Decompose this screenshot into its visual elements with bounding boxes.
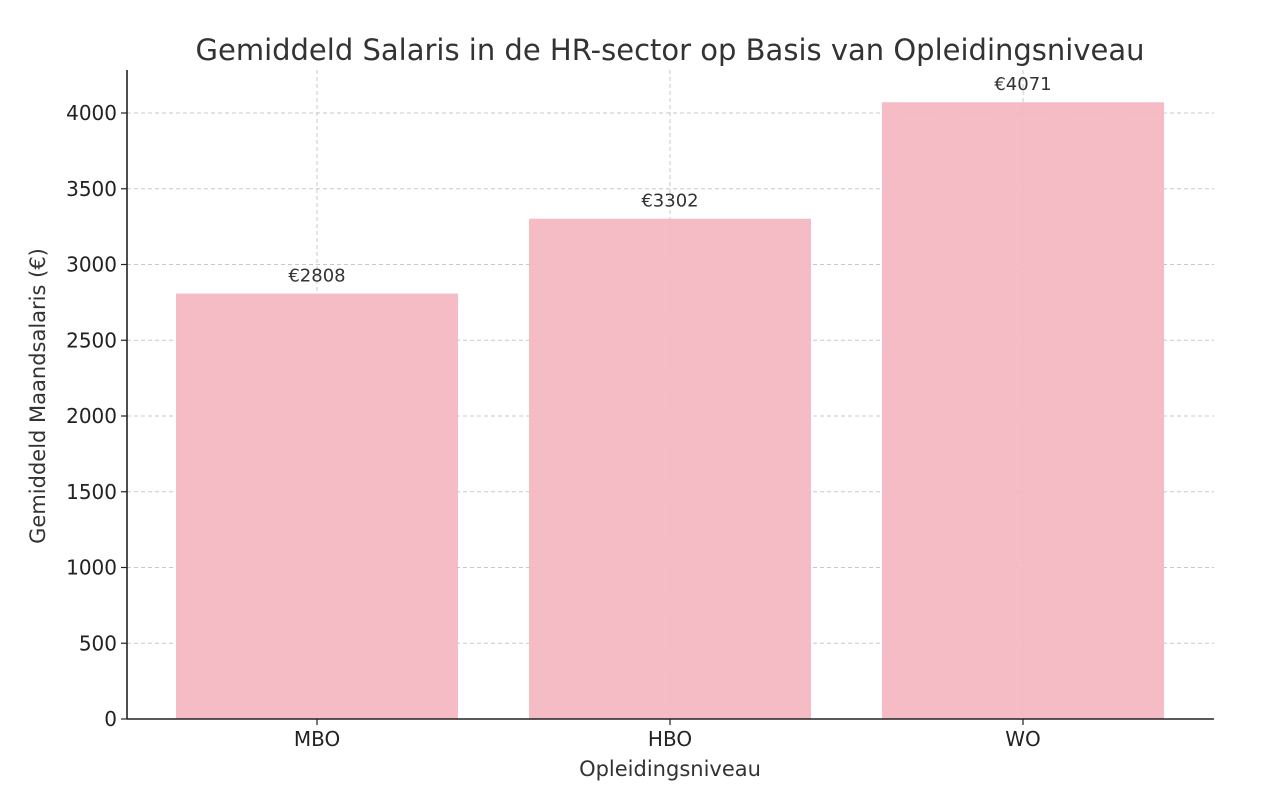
y-ticks: 0 500 1000 1500 2000 2500 3000 3500 4000 — [66, 101, 127, 731]
data-label-mbo: €2808 — [288, 266, 345, 287]
y-tick-label: 500 — [79, 631, 117, 655]
y-tick-label: 4000 — [66, 101, 117, 125]
x-axis-label: Opleidingsniveau — [579, 757, 761, 781]
bars — [176, 102, 1164, 719]
x-tick-label: HBO — [648, 727, 692, 751]
data-label-wo: €4071 — [994, 74, 1051, 95]
data-label-hbo: €3302 — [641, 191, 698, 212]
y-tick-label: 1000 — [66, 556, 117, 580]
y-tick-label: 2500 — [66, 328, 117, 352]
data-labels: €2808 €3302 €4071 — [288, 74, 1051, 286]
x-tick-label: WO — [1005, 727, 1041, 751]
x-tick-label: MBO — [294, 727, 340, 751]
chart-title: Gemiddeld Salaris in de HR-sector op Bas… — [196, 33, 1145, 67]
y-tick-label: 1500 — [66, 480, 117, 504]
y-tick-label: 0 — [104, 707, 117, 731]
y-tick-label: 3000 — [66, 253, 117, 277]
y-tick-label: 3500 — [66, 177, 117, 201]
x-ticks: MBO HBO WO — [294, 719, 1041, 751]
bar-hbo — [529, 218, 811, 719]
bar-mbo — [176, 293, 458, 719]
bar-wo — [882, 102, 1164, 719]
y-tick-label: 2000 — [66, 404, 117, 428]
y-axis-label: Gemiddeld Maandsalaris (€) — [26, 248, 50, 544]
